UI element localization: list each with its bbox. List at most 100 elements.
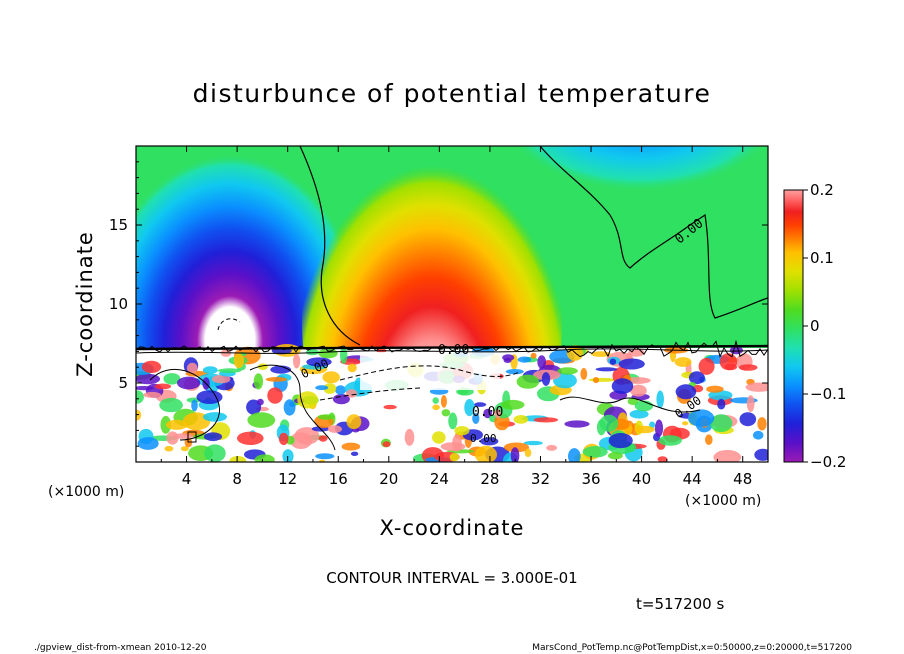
calm-region [360,352,500,390]
colorbar-tick-label: −0.2 [810,453,846,471]
field-patch [211,374,231,384]
x-tick-label: 12 [278,470,297,488]
field-patch [705,434,713,446]
field-patch [503,358,512,363]
field-patch [618,358,645,370]
field-patch [432,397,439,404]
field-patch [698,357,715,375]
field-patch [757,417,767,431]
colorbar-tick-label: −0.1 [810,385,846,403]
field-patch [305,349,320,356]
field-patch [440,442,466,451]
field-patch [315,385,329,391]
field-patch [568,448,581,462]
footer-right: MarsCond_PotTemp.nc@PotTempDist,x=0:5000… [532,643,852,653]
field-patch [746,395,755,412]
field-patch [595,367,618,372]
field-patch [318,348,338,359]
y-axis-label: Z-coordinate [73,231,97,377]
field-patch [282,449,294,462]
plot-field: 0.00 0.00 0.00 0.00 0.00 0.00 [136,146,768,462]
field-patch [709,414,733,433]
field-patch [608,433,633,449]
field-patch [530,352,537,359]
x-tick-label: 4 [182,470,192,488]
x-tick-label: 8 [232,470,242,488]
time-label: t=517200 s [636,595,724,613]
field-patch [217,368,242,373]
field-patch [202,366,218,374]
field-patch [383,404,397,410]
x-tick-label: 32 [531,470,550,488]
field-patch [196,390,223,404]
field-patch [688,409,715,427]
field-patch [634,400,654,412]
field-patch [630,384,647,397]
field-patch [160,415,172,434]
field-patch [754,448,768,461]
field-patch [719,353,738,371]
field-patch [609,358,617,365]
field-patch [306,357,332,367]
x-tick-label: 44 [683,470,702,488]
field-patch [474,402,487,407]
field-patch [237,431,264,445]
field-patch [557,367,578,375]
field-patch [608,452,623,460]
field-patch [345,389,358,398]
field-patch [513,415,529,424]
field-patch [541,372,551,386]
contour-interval: CONTOUR INTERVAL = 3.000E-01 [326,569,577,587]
field-patch [440,395,447,408]
field-patch [257,398,264,406]
x-tick-label: 24 [430,470,449,488]
field-patch [500,399,525,410]
field-patch [350,451,359,456]
field-patch [524,448,532,458]
field-patch [289,432,313,449]
field-patch [177,376,201,390]
field-patch [322,371,340,384]
field-patch [611,378,634,394]
field-patch [136,390,144,404]
field-patch [738,364,758,371]
field-patch [267,387,283,404]
field-patch [332,394,350,405]
field-patch [654,419,664,437]
field-patch [494,408,501,419]
field-patch [318,435,328,442]
field-patch [739,412,757,427]
field-patch [480,437,499,446]
field-patch [265,377,288,382]
field-patch [137,437,159,450]
field-patch [593,377,599,384]
field-patch [346,414,362,430]
field-patch [382,441,391,448]
field-patch [546,444,557,451]
field-patch [327,425,342,433]
field-patch [657,456,668,462]
field-patch [516,374,540,389]
field-patch [599,414,619,432]
field-patch [172,433,194,439]
field-patch [404,428,415,446]
field-patch [204,444,226,462]
field-patch [432,431,446,444]
field-patch [517,356,532,363]
contour-label: 0.00 [470,432,497,445]
field-patch [323,383,337,394]
x-tick-label: 28 [480,470,499,488]
field-patch [658,435,682,446]
field-patch [688,371,705,385]
field-patch [441,409,451,417]
x-tick-label: 48 [733,470,752,488]
field-patch [472,413,480,424]
contour-lines [136,146,768,451]
field-patch [229,456,247,462]
x-unit-left: (×1000 m) [48,484,124,500]
contour-label: 0.00 [438,343,469,358]
field-patch [537,355,547,369]
turbulent-patches [136,339,768,462]
field-patch [203,432,223,442]
